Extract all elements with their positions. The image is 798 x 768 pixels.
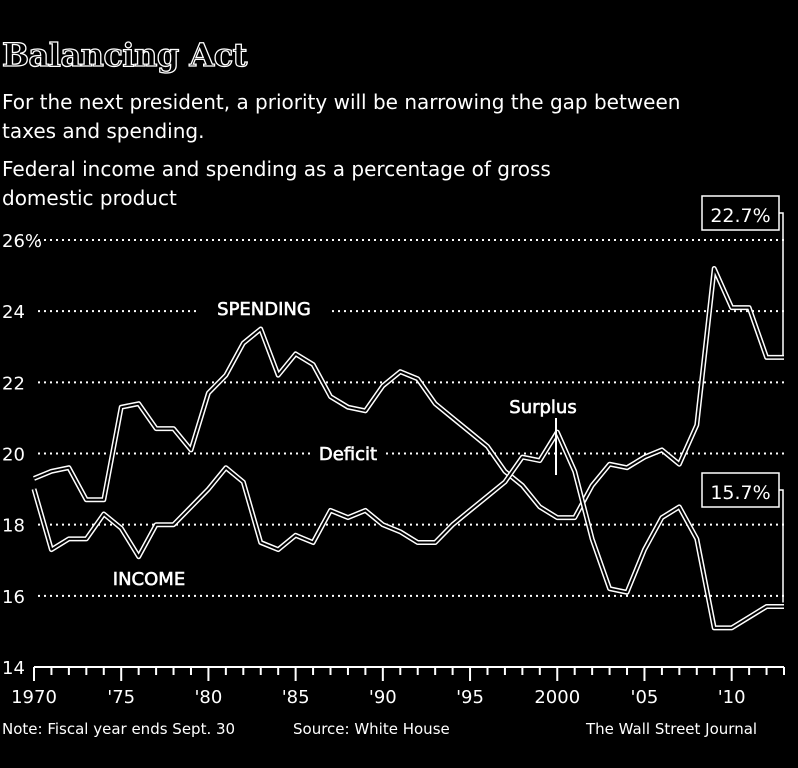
x-tick-label: '80 xyxy=(194,687,222,708)
y-axis: 26% 24 22 20 18 16 14 xyxy=(2,231,42,679)
x-tick-label: '10 xyxy=(718,687,746,708)
chart-title: Balancing Act xyxy=(1,35,248,74)
footer-source: Source: White House xyxy=(293,720,450,738)
y-tick-label: 18 xyxy=(2,516,25,537)
spending-line-outline xyxy=(33,266,784,521)
x-tick-label: '95 xyxy=(456,687,484,708)
income-end-value: 15.7% xyxy=(710,482,770,504)
y-tick-label: 24 xyxy=(2,302,25,323)
x-tick-label: '05 xyxy=(631,687,659,708)
x-axis: 1970 '75 '80 '85 '90 '95 2000 '05 '10 xyxy=(11,666,785,708)
spending-end-value-box xyxy=(701,195,780,231)
spending-label-bg xyxy=(200,296,328,320)
income-label-bg xyxy=(100,566,198,590)
x-tick-label: '90 xyxy=(369,687,397,708)
spending-line xyxy=(33,267,784,519)
line-chart: 26% 24 22 20 18 16 14 1970 '75 '80 '85 '90 '95 2000 '… xyxy=(2,195,785,708)
y-tick-label: 16 xyxy=(2,587,25,608)
deficit-label-bg xyxy=(310,441,386,465)
surplus-label-bg xyxy=(502,394,584,418)
spending-end-value: 22.7% xyxy=(710,205,770,227)
x-tick-label: '85 xyxy=(282,687,310,708)
spending-label: SPENDING xyxy=(217,299,311,320)
deficit-label: Deficit xyxy=(319,444,377,465)
annotations: SPENDING INCOME Deficit Surplus 22.7% 15.7% xyxy=(100,195,784,603)
x-tick-label: '75 xyxy=(107,687,135,708)
x-tick-label: 2000 xyxy=(534,687,580,708)
y-tick-label: 22 xyxy=(2,373,25,394)
y-tick-label: 20 xyxy=(2,445,25,466)
x-tick-label: 1970 xyxy=(11,687,57,708)
spending-end-value-leader xyxy=(779,212,784,356)
surplus-label: Surplus xyxy=(509,397,576,418)
footer-publisher: The Wall Street Journal xyxy=(586,720,758,738)
y-tick-label: 14 xyxy=(2,658,25,679)
chart-subtitle: For the next president, a priority will … xyxy=(2,90,681,143)
income-end-value-box xyxy=(701,472,780,508)
income-label: INCOME xyxy=(113,569,185,590)
gridlines xyxy=(38,239,784,597)
income-line-outline xyxy=(31,429,784,631)
income-line xyxy=(33,431,784,629)
income-end-value-leader xyxy=(779,489,784,603)
y-tick-label: 26% xyxy=(2,231,42,252)
footer-note: Note: Fiscal year ends Sept. 30 xyxy=(2,720,236,738)
series-lines xyxy=(31,266,784,631)
chart-description: Federal income and spending as a percent… xyxy=(2,157,551,210)
